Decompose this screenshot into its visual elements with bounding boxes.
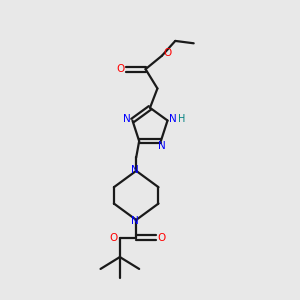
Text: N: N (131, 165, 139, 175)
Text: O: O (164, 48, 172, 58)
Text: O: O (157, 233, 166, 243)
Text: N: N (131, 216, 139, 226)
Text: O: O (110, 233, 118, 243)
Text: N: N (123, 114, 131, 124)
Text: N: N (158, 142, 166, 152)
Text: H: H (178, 114, 185, 124)
Text: N: N (169, 114, 177, 124)
Text: O: O (116, 64, 124, 74)
